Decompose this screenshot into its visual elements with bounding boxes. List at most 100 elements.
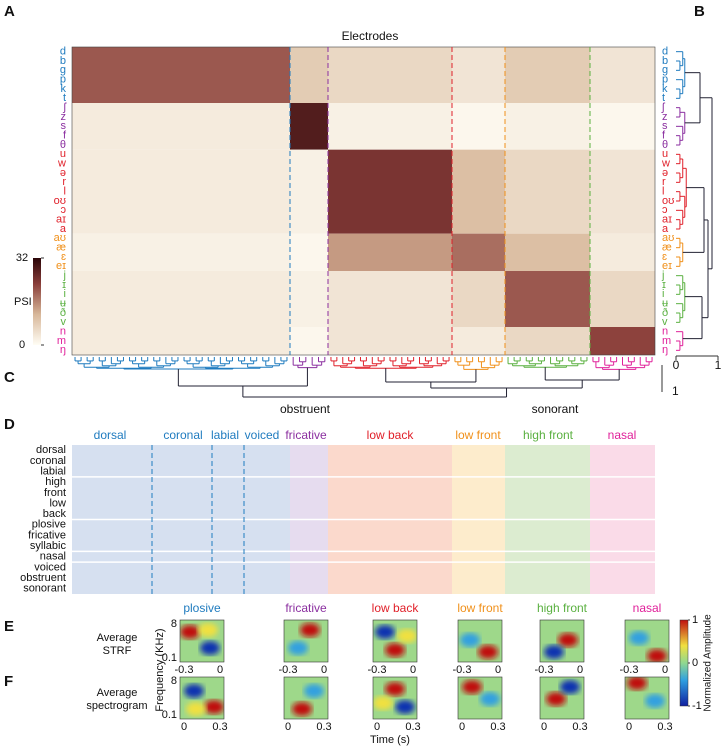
- column-label: low back: [372, 601, 420, 615]
- spectro-blob: [292, 702, 312, 716]
- heatmap-cell: [290, 327, 328, 355]
- group-label: fricative: [285, 428, 327, 442]
- phoneme-label: oʊ: [662, 195, 674, 207]
- spectro-image: [180, 677, 224, 719]
- spectro-blob: [373, 696, 393, 710]
- phoneme-label: aɪ: [662, 214, 672, 226]
- column-label: fricative: [285, 601, 327, 615]
- colorbar-label: Normalized Amplitude: [703, 614, 714, 712]
- y-tick-label: 8: [171, 675, 177, 687]
- x-tick-label: -0.3: [279, 664, 298, 676]
- heatmap-cell: [328, 271, 452, 327]
- phoneme-label: ʉ: [60, 298, 66, 310]
- panel-label: F: [4, 673, 13, 690]
- panel-label: C: [4, 369, 15, 386]
- axis-label: Frequency (KHz): [154, 628, 166, 711]
- phoneme-label: ʃ: [661, 102, 666, 114]
- spectro-frame: [457, 676, 503, 720]
- spectro-blob: [385, 682, 405, 696]
- spectro-blob: [546, 692, 566, 706]
- x-tick-label: 0: [285, 721, 291, 733]
- spectro-blob: [645, 694, 665, 708]
- feature-label: dorsal: [36, 444, 66, 456]
- spectro-panel: [283, 619, 329, 663]
- x-tick-label: 0.3: [405, 721, 420, 733]
- heatmap-cell: [452, 327, 505, 355]
- heatmap-cell: [72, 149, 290, 234]
- spectro-panel: [372, 619, 418, 663]
- spectro-blob: [544, 645, 564, 659]
- phoneme-label: ʉ: [662, 298, 668, 310]
- spectro-blob: [627, 677, 647, 690]
- heatmap-cell: [290, 149, 328, 234]
- spectro-image: [540, 620, 584, 662]
- x-tick-label: -0.3: [620, 664, 639, 676]
- spectro-image: [373, 620, 417, 662]
- group-label: dorsal: [94, 428, 127, 442]
- colorbar-tick: -1: [692, 700, 702, 712]
- spectro-panel: [539, 619, 585, 663]
- y-tick-label: 8: [171, 618, 177, 630]
- heatmap-cell: [590, 327, 655, 355]
- column-label: plosive: [183, 601, 221, 615]
- phoneme-label: k: [662, 83, 668, 95]
- phoneme-label: æ: [56, 242, 66, 254]
- spectro-blob: [629, 631, 649, 645]
- phoneme-label: b: [662, 55, 668, 67]
- spectro-panel: [539, 676, 585, 720]
- phoneme-label: d: [60, 46, 66, 58]
- heatmap-cell: [290, 233, 328, 271]
- heatmap-cell: [72, 271, 290, 327]
- feature-label: back: [43, 508, 67, 520]
- heatmap-cell: [505, 103, 590, 150]
- phoneme-label: ɛ: [61, 251, 66, 263]
- spectro-blob: [385, 643, 405, 657]
- spectro-blob: [395, 700, 415, 714]
- panel-label: A: [4, 3, 15, 20]
- spectro-panel: [179, 619, 225, 663]
- spectro-frame: [372, 619, 418, 663]
- group-label: coronal: [163, 428, 202, 442]
- cluster-label: obstruent: [280, 402, 331, 416]
- heatmap-cell: [328, 149, 452, 234]
- phoneme-label: g: [60, 64, 66, 76]
- x-tick-label: 0: [541, 721, 547, 733]
- heatmap-cell: [590, 47, 655, 103]
- phoneme-label: ɛ: [662, 251, 667, 263]
- phoneme-label: u: [60, 148, 66, 160]
- heatmap-cell: [452, 271, 505, 327]
- phoneme-label: aɪ: [56, 214, 66, 226]
- x-tick-label: -0.3: [535, 664, 554, 676]
- group-label: low front: [455, 428, 501, 442]
- spectro-blob: [300, 623, 320, 637]
- phoneme-label: ŋ: [662, 344, 668, 356]
- spectro-image: [458, 677, 502, 719]
- heatmap-cell: [290, 103, 328, 150]
- colorbar: [33, 258, 41, 345]
- tick-label: 1: [715, 358, 722, 372]
- x-tick-label: -0.3: [175, 664, 194, 676]
- phoneme-label: l: [662, 186, 664, 198]
- spectro-image: [625, 677, 669, 719]
- phoneme-label: r: [662, 176, 666, 188]
- phoneme-label: w: [57, 158, 66, 170]
- spectro-blob: [558, 633, 578, 647]
- row-label: Average: [97, 687, 138, 699]
- phoneme-label: v: [61, 316, 67, 328]
- phoneme-label: n: [60, 326, 66, 338]
- spectro-panel: [457, 676, 503, 720]
- phoneme-label: ɪ: [662, 279, 666, 291]
- feature-label: voiced: [34, 561, 66, 573]
- heatmap-cell: [505, 233, 590, 271]
- spectro-image: [458, 620, 502, 662]
- spectro-frame: [539, 619, 585, 663]
- spectro-panel: [179, 676, 225, 720]
- heatmap-cell: [505, 149, 590, 234]
- phoneme-label: z: [662, 111, 668, 123]
- spectro-frame: [624, 619, 670, 663]
- feature-label: sonorant: [23, 583, 66, 595]
- heatmap-cell: [590, 149, 655, 234]
- phoneme-label: ə: [662, 167, 668, 179]
- spectro-image: [625, 620, 669, 662]
- panel-label: D: [4, 416, 15, 433]
